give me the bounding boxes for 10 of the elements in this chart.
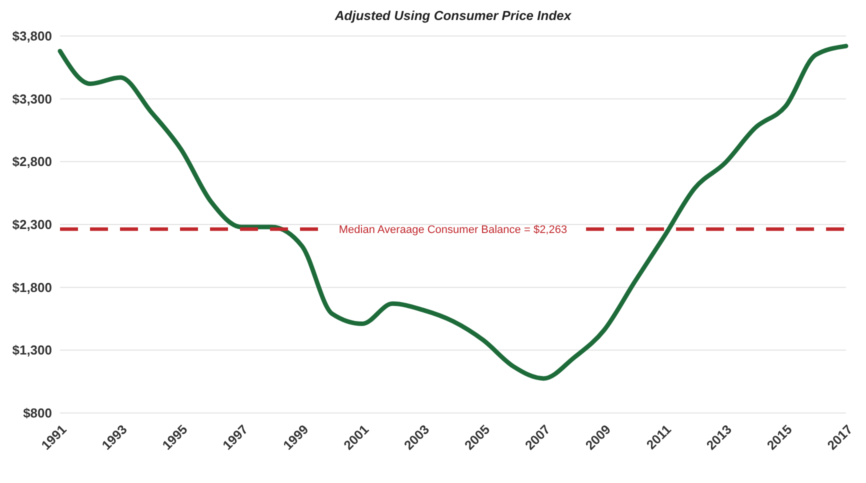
y-tick-label: $1,800 [12,280,52,295]
y-tick-label: $1,300 [12,342,52,358]
y-tick-label: $3,800 [12,28,52,44]
y-tick-label: $2,800 [12,154,52,170]
y-tick-label: $800 [23,406,52,421]
y-tick-label: $2,300 [12,217,52,232]
chart-title: Adjusted Using Consumer Price Index [334,8,572,23]
ref-line-label: Median Averaage Consumer Balance = $2,263 [338,224,568,236]
y-tick-label: $3,300 [12,91,52,106]
line-series [58,44,848,381]
